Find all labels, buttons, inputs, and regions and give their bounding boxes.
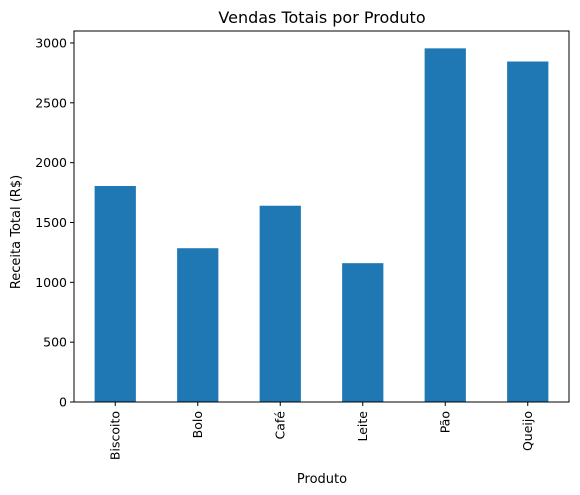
y-axis: 0 500 1000 1500 2000 2500 3000 [35,35,74,410]
x-tick-label: Queijo [520,411,535,451]
chart-title: Vendas Totais por Produto [218,8,425,27]
bar-bolo [177,248,219,402]
y-tick-label: 2000 [35,155,67,170]
y-tick-label: 0 [59,395,67,410]
y-axis-label: Receita Total (R$) [9,175,24,289]
y-tick-label: 500 [43,335,67,350]
y-tick-label: 2500 [35,95,67,110]
bar-café [259,205,301,402]
x-axis-label: Produto [297,472,347,487]
plot-frame [73,30,570,403]
y-tick-label: 1000 [35,275,67,290]
x-tick-label: Leite [355,411,370,442]
x-tick-label: Biscoito [107,411,122,460]
bar-pão [424,48,466,403]
y-tick-label: 3000 [35,35,67,50]
bar-biscoito [94,185,136,402]
bars-group [94,48,549,403]
x-axis: Biscoito Bolo Café Leite Pão Queijo [107,402,535,460]
y-tick-label: 1500 [35,215,67,230]
x-tick-label: Pão [437,411,452,433]
x-tick-label: Café [272,411,287,440]
bar-queijo [507,61,549,403]
bar-leite [342,263,384,402]
x-tick-label: Bolo [190,411,205,438]
